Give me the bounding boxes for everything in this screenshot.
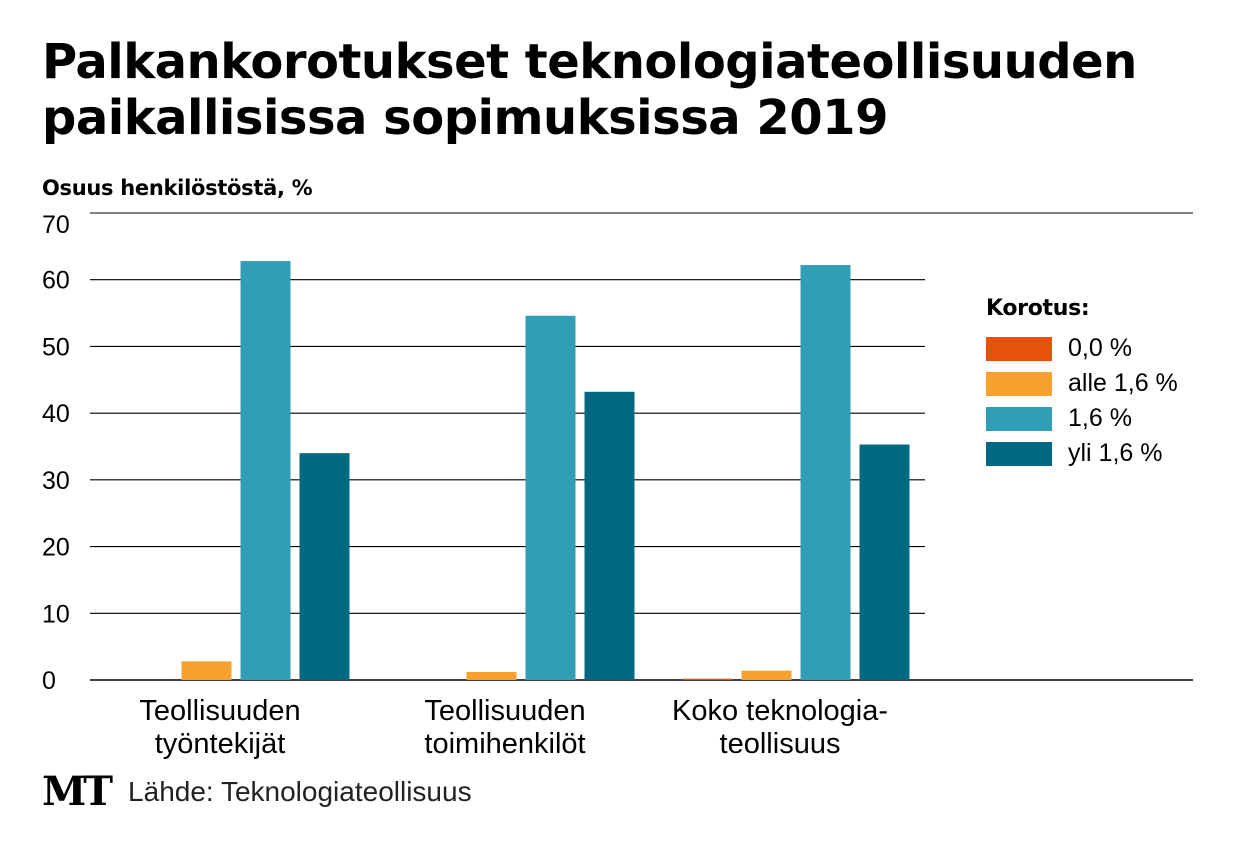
mt-logo: MT [42,768,113,815]
legend: Korotus: 0,0 % alle 1,6 % 1,6 % yli 1,6 % [986,296,1178,471]
y-axis-label: Osuus henkilöstöstä, % [42,176,313,200]
y-tick-labels: 0 10 20 30 40 50 60 70 [42,211,70,695]
chart-title-line-1: Palkankorotukset teknologiateollisuuden [42,34,1137,90]
y-tick-label-20: 20 [42,534,70,562]
y-tick-label-60: 60 [42,267,70,295]
legend-label-3: yli 1,6 % [1068,439,1163,467]
bar-cat0-series1 [181,661,232,680]
bar-cat0-series2 [240,261,291,680]
legend-title: Korotus: [986,296,1090,321]
legend-label-1: alle 1,6 % [1068,369,1178,397]
y-tick-label-30: 30 [42,467,70,495]
legend-label-0: 0,0 % [1068,334,1132,362]
category-label-2-line-0: Koko teknologia- [672,695,888,727]
footer: MT Lähde: Teknologiateollisuus [42,768,472,815]
bar-cat2-series0 [682,678,733,680]
bar-cat1-series2 [525,315,576,680]
y-tick-label-10: 10 [42,600,70,628]
legend-swatch-2 [986,406,1052,431]
legend-item-3: yli 1,6 % [986,436,1178,471]
source-note: Lähde: Teknologiateollisuus [128,775,472,807]
bar-cat2-series1 [741,670,792,680]
bar-cat2-series2 [800,265,851,680]
gridlines [90,212,1193,681]
y-tick-label-0: 0 [42,667,56,695]
legend-item-1: alle 1,6 % [986,366,1178,401]
y-tick-label-40: 40 [42,400,70,428]
category-label-1: Teollisuuden toimihenkilöt [424,695,585,760]
category-label-2-line-1: teollisuus [720,728,841,760]
bars [181,261,910,680]
legend-swatch-3 [986,441,1052,466]
category-label-0: Teollisuuden työntekijät [139,695,300,760]
legend-item-2: 1,6 % [986,401,1178,436]
legend-swatch-0 [986,336,1052,361]
category-label-0-line-0: Teollisuuden [139,695,300,727]
category-label-1-line-0: Teollisuuden [424,695,585,727]
y-tick-label-70: 70 [42,211,70,239]
legend-label-2: 1,6 % [1068,404,1132,432]
bar-cat0-series3 [299,453,350,680]
category-label-2: Koko teknologia-teollisuus [672,695,888,760]
y-tick-label-50: 50 [42,333,70,361]
bar-cat1-series3 [584,391,635,680]
legend-items: 0,0 % alle 1,6 % 1,6 % yli 1,6 % [986,331,1178,471]
bar-cat2-series3 [859,444,910,680]
category-label-0-line-1: työntekijät [155,728,286,760]
chart-title: Palkankorotukset teknologiateollisuuden … [42,34,1137,146]
bar-cat1-series1 [466,671,517,680]
legend-item-0: 0,0 % [986,331,1178,366]
category-label-1-line-1: toimihenkilöt [424,728,585,760]
legend-swatch-1 [986,371,1052,396]
chart-title-line-2: paikallisissa sopimuksissa 2019 [42,90,888,146]
